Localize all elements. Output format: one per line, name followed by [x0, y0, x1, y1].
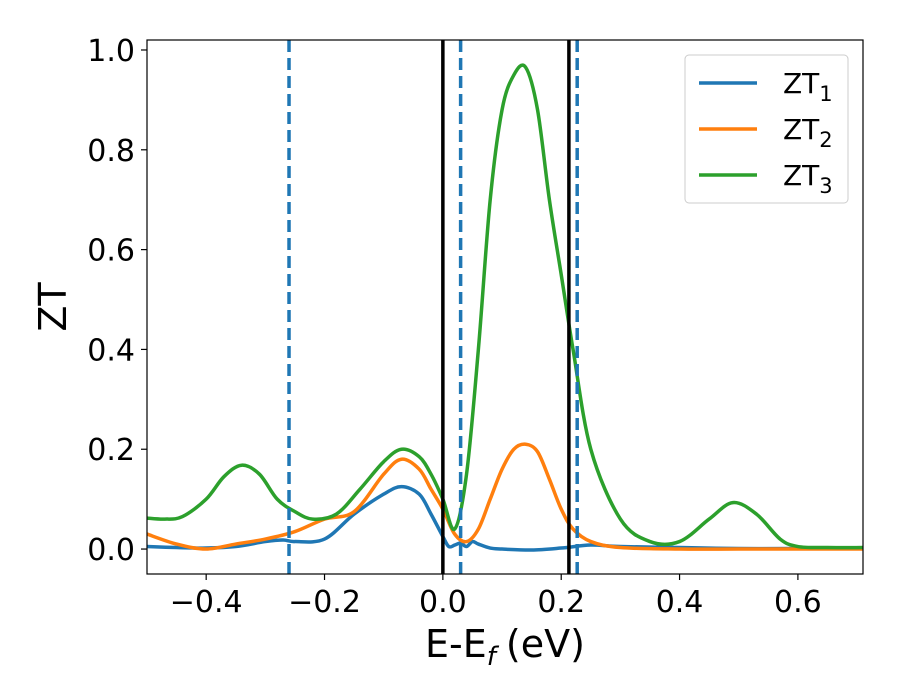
y-tick-label: 0.6 [87, 234, 135, 269]
y-tick-label: 1.0 [87, 34, 135, 69]
x-tick-label: 0.6 [774, 585, 822, 620]
x-ticks: −0.4 −0.2 0.0 0.2 0.4 0.6 [170, 574, 822, 620]
legend-box [684, 54, 849, 204]
x-tick-label: −0.4 [170, 585, 243, 620]
legend-label-1: ZT1 [783, 67, 833, 106]
y-tick-label: 0.8 [87, 134, 135, 169]
series-line-3 [147, 63, 863, 550]
y-tick-label: 0.2 [87, 433, 135, 468]
legend: ZT1 ZT2 ZT3 [684, 54, 849, 204]
vline-layer [287, 40, 579, 574]
x-axis-label: E-Ef (eV) [425, 622, 585, 672]
y-ticks: 0.0 0.2 0.4 0.6 0.8 1.0 [87, 34, 147, 568]
series-layer [147, 63, 863, 552]
axes-frame [146, 39, 864, 575]
series-line-2 [147, 442, 863, 551]
x-axis-label-main: E-E [425, 622, 487, 666]
y-tick-label: 0.0 [87, 533, 135, 568]
x-axis-label-sub: f [487, 642, 500, 672]
y-tick-label: 0.4 [87, 333, 135, 368]
x-tick-label: 0.2 [537, 585, 585, 620]
y-axis-label: ZT [31, 282, 75, 332]
x-tick-label: −0.2 [288, 585, 361, 620]
legend-label-3: ZT3 [783, 159, 833, 198]
x-axis-label-unit: (eV) [506, 622, 585, 666]
x-tick-label: 0.4 [656, 585, 704, 620]
legend-label-2: ZT2 [783, 113, 833, 152]
x-tick-label: 0.0 [419, 585, 467, 620]
